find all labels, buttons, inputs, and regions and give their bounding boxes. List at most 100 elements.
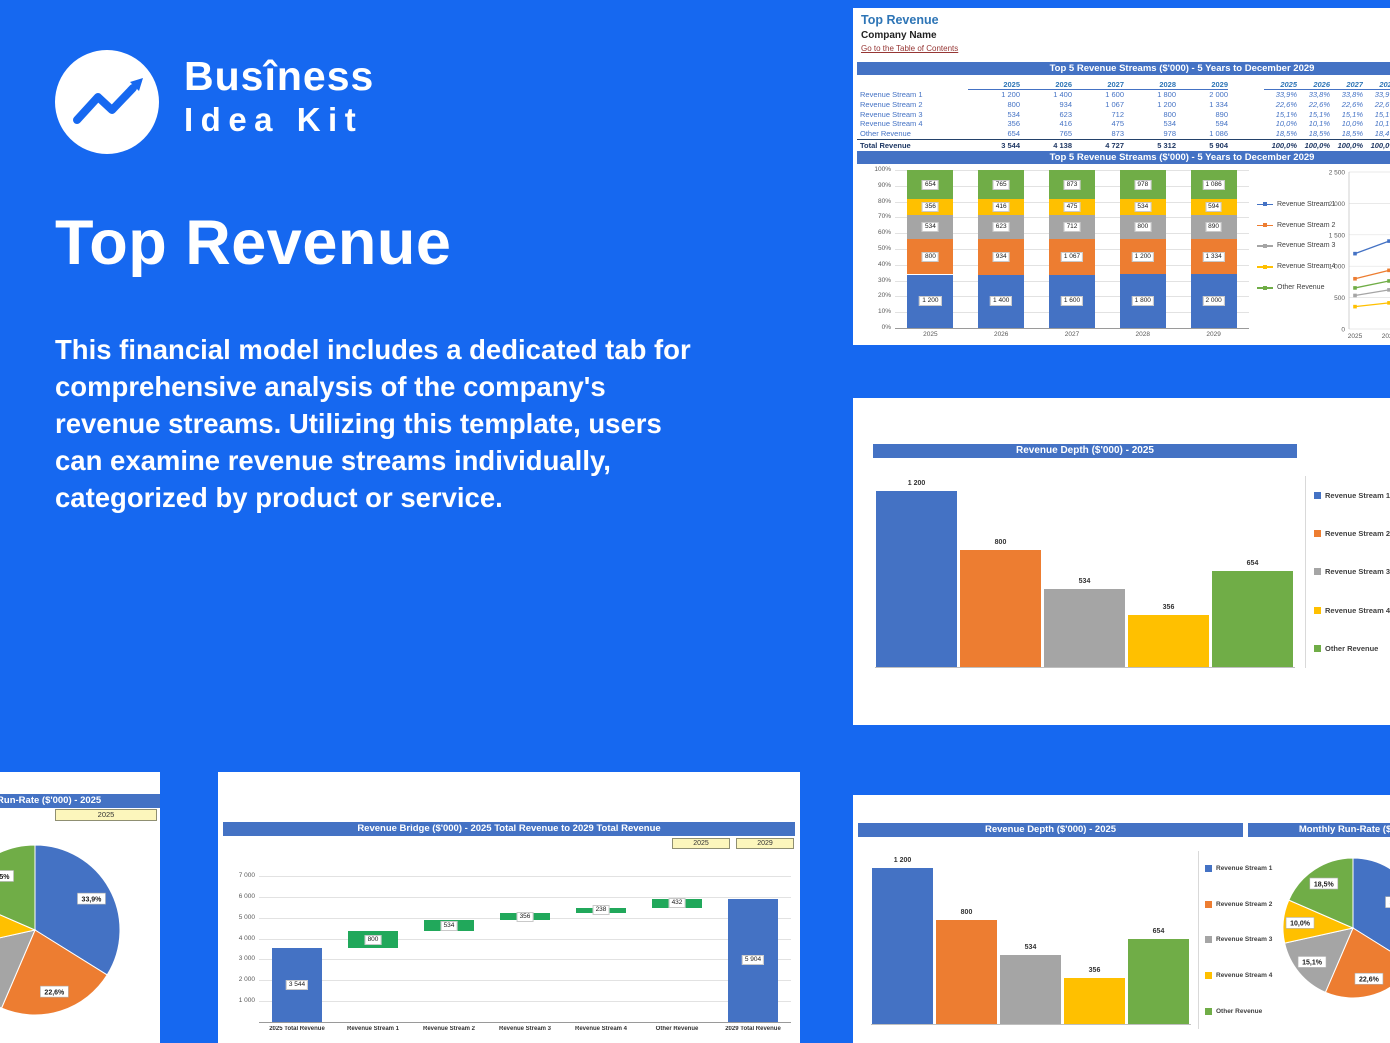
data-label: 18,5% <box>1314 881 1335 888</box>
table-title-band: Top 5 Revenue Streams ($'000) - 5 Years … <box>857 62 1390 75</box>
sheet-title: Top Revenue <box>861 13 939 27</box>
x-axis-label: 2026 <box>993 331 1009 338</box>
data-label: 873 <box>1063 179 1081 190</box>
legend-item: Revenue Stream 3 <box>1205 936 1306 944</box>
data-label: 534 <box>440 920 458 931</box>
waterfall-chart: 7 000 6 000 5 000 4 000 3 000 2 000 1 000 3 544… <box>223 860 795 1043</box>
table-row: Revenue Stream 4 356 416 475 534 594 10,0% 10,1… <box>857 119 1390 129</box>
table-cell: 10,1% <box>1374 119 1390 129</box>
chart-title-band: Top 5 Revenue Streams ($'000) - 5 Years … <box>857 151 1390 164</box>
x-axis-label: Revenue Stream 2 <box>422 1026 476 1032</box>
data-label-box <box>0 870 14 882</box>
table-cell: 2028 <box>1124 80 1176 90</box>
table-cell: 10,0% <box>1341 119 1363 129</box>
table-cell: 5 904 <box>1209 140 1228 150</box>
data-label: 238 <box>592 905 610 916</box>
pie-chart: 33,9%22,6%15,1%10,0%18,5% <box>0 844 121 1016</box>
data-label: 654 <box>1246 560 1259 568</box>
bar <box>872 868 933 1024</box>
revenue-depth-panel: Revenue Depth ($'000) - 2025 1 200 800 534… <box>853 398 1390 725</box>
bar <box>1128 614 1209 667</box>
table-cell: 100,0% <box>1337 140 1363 150</box>
table-cell: 22,6% <box>1275 100 1297 110</box>
legend-swatch <box>1205 900 1212 908</box>
table-cell: 22,6% <box>1341 100 1363 110</box>
legend-label: Revenue Stream 4 <box>1325 605 1390 615</box>
y-axis-label: 2 500 <box>1329 170 1346 177</box>
pie-slice <box>34 844 121 976</box>
table-cell: 1 200 <box>1157 100 1176 110</box>
chart-legend: Revenue Stream 1 Revenue Stream 2 Revenue … <box>1257 194 1337 298</box>
toc-link[interactable]: Go to the Table of Contents <box>861 44 959 53</box>
data-label: 1 200 <box>1131 251 1154 262</box>
table-cell: 1 334 <box>1209 100 1228 110</box>
data-label: 3 544 <box>285 980 309 991</box>
data-label-box <box>40 985 69 998</box>
data-label: 10,0% <box>1290 921 1311 928</box>
bar <box>1000 954 1061 1024</box>
x-axis-label: 2029 Total Revenue <box>725 1026 781 1032</box>
year-slicer-2025[interactable]: 2025 <box>672 838 730 849</box>
data-label: 1 334 <box>1202 251 1225 262</box>
legend-item: Revenue Stream 2 <box>1205 900 1306 908</box>
table-row: Revenue Stream 2 800 934 1 067 1 200 1 334 22,… <box>857 100 1390 110</box>
gridline <box>259 1001 791 1003</box>
y-axis-label: 30% <box>877 276 891 284</box>
table-cell: 15,1% <box>1341 109 1363 119</box>
line-series <box>1354 269 1390 280</box>
legend-marker <box>1263 285 1267 290</box>
table-cell: 978 <box>1163 129 1176 139</box>
table-cell: 10,0% <box>1275 119 1297 129</box>
legend-swatch <box>1314 530 1321 538</box>
table-cell: 2027 <box>1072 80 1124 90</box>
table-cell: 18,5% <box>1341 129 1363 139</box>
data-label: 1 600 <box>1060 296 1084 307</box>
data-label: 1 400 <box>990 296 1013 307</box>
legend-marker <box>1263 223 1267 228</box>
data-label: 534 <box>1024 943 1037 951</box>
legend-label: Revenue Stream 4 <box>1216 972 1273 980</box>
y-axis-label: 1 000 <box>1329 264 1346 271</box>
year-dropdown[interactable]: 2025 <box>55 809 157 821</box>
x-axis-label: Revenue Stream 4 <box>574 1026 628 1032</box>
y-axis-label: 80% <box>877 197 891 205</box>
data-label: 22,6% <box>1359 977 1380 984</box>
table-cell: 15,1% <box>1275 109 1297 119</box>
table-cell: Other Revenue <box>860 129 911 139</box>
chart-title-band: Monthly Run-Rate ($'000) - 2025 <box>1248 823 1390 837</box>
legend-swatch <box>1205 972 1212 980</box>
table-cell: 3 544 <box>1001 140 1020 150</box>
legend-swatch <box>1314 491 1321 499</box>
data-label: 475 <box>1063 202 1081 213</box>
data-label: 654 <box>1152 927 1165 935</box>
table-cell: 594 <box>1215 119 1228 129</box>
marker <box>1387 268 1390 273</box>
data-label-box <box>1385 896 1390 908</box>
legend-label: Other Revenue <box>1325 644 1379 654</box>
table-cell: Revenue Stream 3 <box>860 109 923 119</box>
data-label: 18,5% <box>0 874 10 881</box>
table-cell: 18,4% <box>1374 129 1390 139</box>
data-label: 800 <box>921 251 939 262</box>
table-row: Other Revenue 654 765 873 978 1 086 18,5% 18,5%… <box>857 129 1390 139</box>
monthly-runrate-panel: Monthly Run-Rate ($'000) - 2025 2025 33,… <box>0 772 160 1043</box>
table-cell: 2025 <box>1264 80 1297 90</box>
y-axis-label: 6 000 <box>238 892 255 900</box>
legend-label: Revenue Stream 3 <box>1277 242 1336 250</box>
y-axis-label: 50% <box>877 245 891 252</box>
legend-label: Other Revenue <box>1277 284 1325 292</box>
legend-swatch <box>1314 645 1321 653</box>
table-cell: 33,8% <box>1341 90 1363 100</box>
table-cell: 33,9% <box>1374 90 1390 100</box>
pie-slice <box>0 929 108 1016</box>
chart-title-band: Revenue Depth ($'000) - 2025 <box>858 823 1243 837</box>
y-axis-label: 7 000 <box>238 872 255 879</box>
data-label: 432 <box>668 898 686 909</box>
legend-item: Other Revenue <box>1205 1007 1306 1015</box>
table-row: Revenue Stream 1 1 200 1 400 1 600 1 800 2 00… <box>857 90 1390 100</box>
y-axis-label: 1 500 <box>1329 232 1346 239</box>
data-label: 1 200 <box>919 296 942 307</box>
data-label: 22,6% <box>44 989 65 996</box>
year-slicer-2029[interactable]: 2029 <box>736 838 794 849</box>
